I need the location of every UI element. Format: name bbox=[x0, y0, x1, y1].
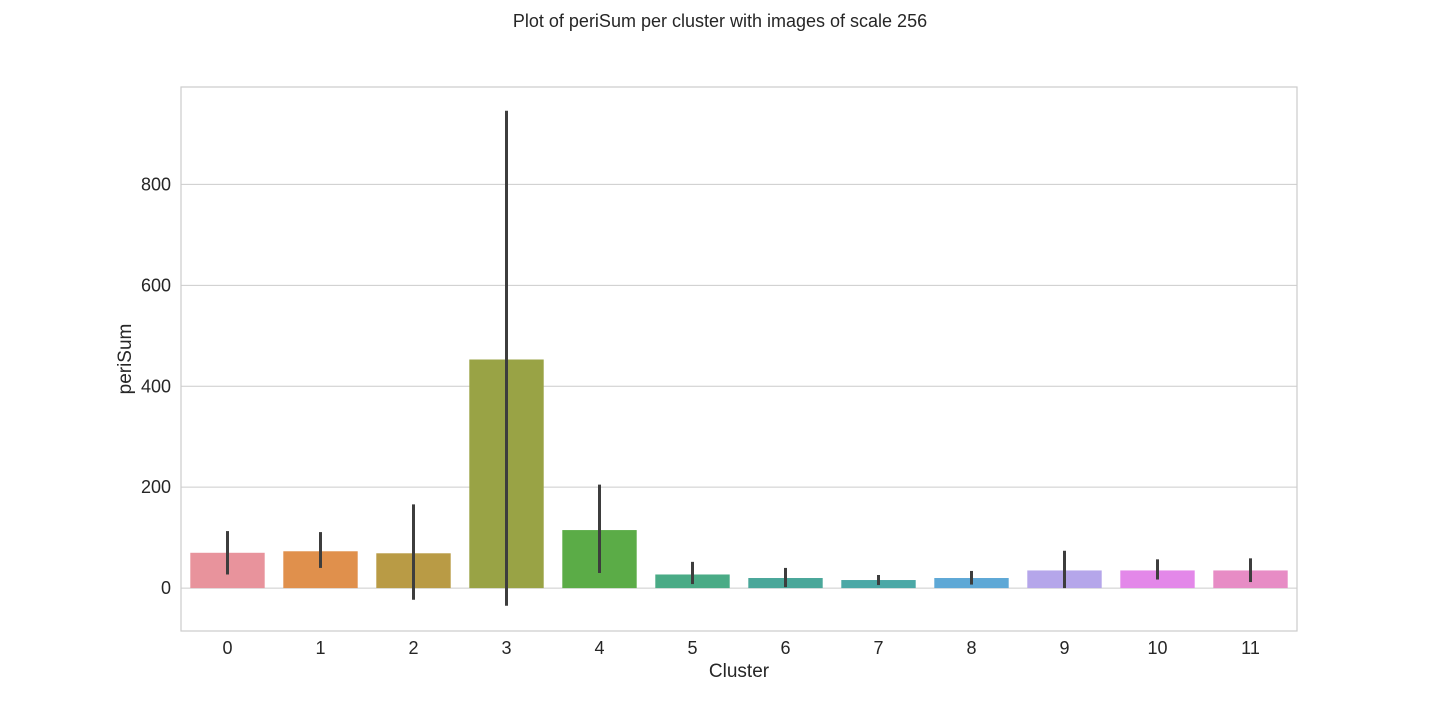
x-tick-label: 2 bbox=[408, 638, 418, 658]
y-axis-label: periSum bbox=[115, 324, 136, 395]
y-tick-label: 400 bbox=[141, 376, 171, 396]
x-tick-label: 10 bbox=[1147, 638, 1167, 658]
y-tick-label: 600 bbox=[141, 275, 171, 295]
x-tick-label: 11 bbox=[1241, 638, 1260, 658]
x-tick-label: 9 bbox=[1059, 638, 1069, 658]
x-tick-labels: 0 1 2 3 4 5 6 7 8 9 10 11 bbox=[222, 638, 1259, 658]
x-tick-label: 0 bbox=[222, 638, 232, 658]
x-tick-label: 3 bbox=[501, 638, 511, 658]
y-tick-label: 200 bbox=[141, 477, 171, 497]
x-tick-label: 8 bbox=[966, 638, 976, 658]
plot-frame bbox=[180, 86, 1298, 632]
bars bbox=[190, 359, 1288, 589]
y-tick-labels: 0 200 400 600 800 bbox=[141, 174, 171, 598]
x-tick-label: 4 bbox=[594, 638, 604, 658]
chart-title: Plot of periSum per cluster with images … bbox=[512, 11, 928, 31]
x-tick-label: 5 bbox=[687, 638, 697, 658]
y-tick-label: 800 bbox=[141, 174, 171, 194]
error-bars bbox=[226, 110, 1252, 606]
gridlines bbox=[181, 183, 1297, 589]
x-tick-label: 7 bbox=[873, 638, 883, 658]
x-axis-label: Cluster bbox=[709, 661, 770, 682]
y-tick-label: 0 bbox=[161, 578, 171, 598]
x-tick-label: 6 bbox=[780, 638, 790, 658]
x-tick-label: 1 bbox=[315, 638, 325, 658]
